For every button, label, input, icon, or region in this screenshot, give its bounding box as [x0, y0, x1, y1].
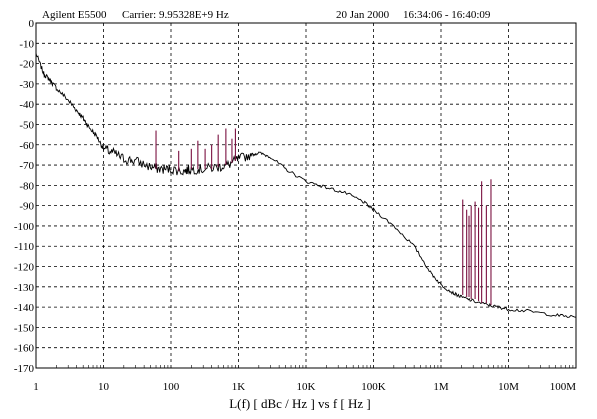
y-tick-label: -150 [14, 322, 35, 334]
instrument-name: Agilent E5500 [42, 9, 107, 21]
y-tick-label: -70 [19, 160, 34, 172]
y-tick-label: -170 [14, 363, 35, 375]
x-tick-label: 10K [297, 381, 316, 393]
y-tick-label: -50 [19, 119, 34, 131]
y-tick-label: -130 [14, 282, 35, 294]
measurement-date: 20 Jan 2000 [336, 9, 390, 21]
y-tick-labels: 0 -10 -20 -30 -40 -50 -60 -70 -80 -90 -100 -110 -120… [14, 18, 35, 375]
y-tick-label: -40 [19, 99, 34, 111]
measurement-time-range: 16:34:06 - 16:40:09 [403, 9, 491, 21]
x-tick-label: 100 [163, 381, 180, 393]
plot-area [35, 22, 577, 369]
x-tick-label: 100M [550, 381, 577, 393]
phase-noise-trace [35, 52, 577, 318]
y-tick-label: -160 [14, 343, 35, 355]
y-tick-label: -10 [19, 38, 34, 50]
trace-layer [35, 52, 577, 318]
x-tick-label: 1M [433, 381, 449, 393]
y-tick-label: -60 [19, 140, 34, 152]
y-tick-label: -80 [19, 180, 34, 192]
y-tick-label: -120 [14, 262, 35, 274]
x-tick-label: 10 [98, 381, 110, 393]
y-tick-label: -30 [19, 79, 34, 91]
x-tick-label: 100K [361, 381, 386, 393]
y-tick-label: -110 [14, 241, 34, 253]
carrier-frequency: Carrier: 9.95328E+9 Hz [122, 9, 229, 21]
x-tick-label: 10M [498, 381, 519, 393]
y-tick-label: -90 [19, 201, 34, 213]
y-tick-label: -140 [14, 302, 35, 314]
y-tick-label: 0 [29, 18, 35, 30]
x-tick-label: 1K [232, 381, 246, 393]
x-tick-label: 1 [33, 381, 39, 393]
x-tick-labels: 1 10 100 1K 10K 100K 1M 10M 100M [33, 381, 576, 393]
y-tick-label: -20 [19, 59, 34, 71]
y-tick-label: -100 [14, 221, 35, 233]
x-axis-title: L(f) [ dBc / Hz ] vs f [ Hz ] [229, 396, 371, 411]
